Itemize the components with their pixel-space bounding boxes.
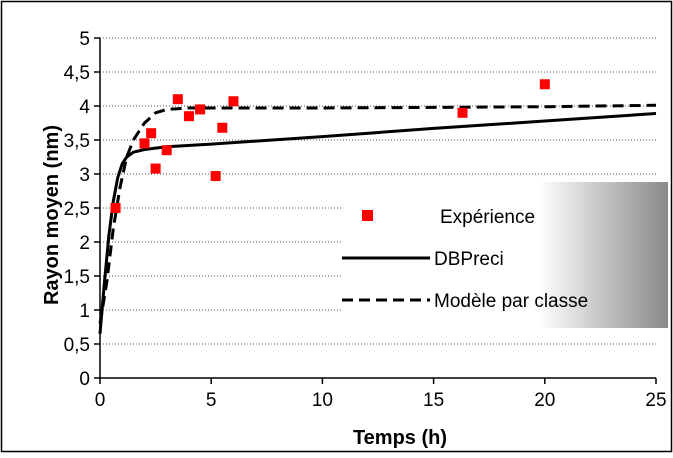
- x-tick-label: 5: [206, 390, 217, 411]
- y-tick-label: 3,5: [64, 131, 90, 152]
- data-point: [210, 171, 221, 182]
- x-tick-label: 0: [95, 390, 106, 411]
- y-tick-label: 0: [79, 369, 90, 390]
- legend: Expérience DBPreci Modèle par classe: [342, 182, 668, 328]
- y-tick-label: 1: [79, 301, 90, 322]
- legend-box: [342, 182, 668, 328]
- data-point: [457, 107, 468, 118]
- data-point: [195, 104, 206, 115]
- x-tick-label: 25: [645, 390, 666, 411]
- x-axis-title: Temps (h): [353, 427, 447, 449]
- series-line-modele-par-classe: [98, 103, 657, 324]
- y-tick-label: 0,5: [64, 335, 90, 356]
- y-tick-label: 5: [79, 29, 90, 50]
- legend-label: Expérience: [440, 207, 535, 228]
- data-point: [161, 145, 172, 156]
- data-point: [217, 122, 228, 133]
- y-tick-label: 2: [79, 233, 90, 254]
- data-point: [183, 111, 194, 122]
- y-tick-label: 1,5: [64, 267, 90, 288]
- data-point: [150, 163, 161, 174]
- data-point: [172, 94, 183, 105]
- legend-marker: [362, 210, 373, 221]
- x-tick-label: 15: [423, 390, 444, 411]
- y-tick-label: 3: [79, 165, 90, 186]
- data-point: [539, 79, 550, 90]
- x-tick-label: 10: [312, 390, 333, 411]
- plot-area: [98, 79, 657, 334]
- y-tick-label: 4,5: [64, 63, 90, 84]
- y-axis-title: Rayon moyen (nm): [41, 125, 63, 305]
- x-tick-label: 20: [534, 390, 555, 411]
- y-tick-label: 2,5: [64, 199, 90, 220]
- data-point: [110, 203, 121, 213]
- data-point: [146, 128, 157, 139]
- y-tick-label: 4: [79, 97, 90, 118]
- data-point: [139, 138, 150, 149]
- series-line-dbpreci: [98, 112, 657, 334]
- data-point: [228, 96, 239, 107]
- legend-label: DBPreci: [434, 249, 504, 270]
- legend-label: Modèle par classe: [434, 291, 588, 312]
- axes: 0 0,5 1 1,5 2 2,5 3 3,5 4 4,5 5 0 5 10 15 20 25: [64, 29, 667, 411]
